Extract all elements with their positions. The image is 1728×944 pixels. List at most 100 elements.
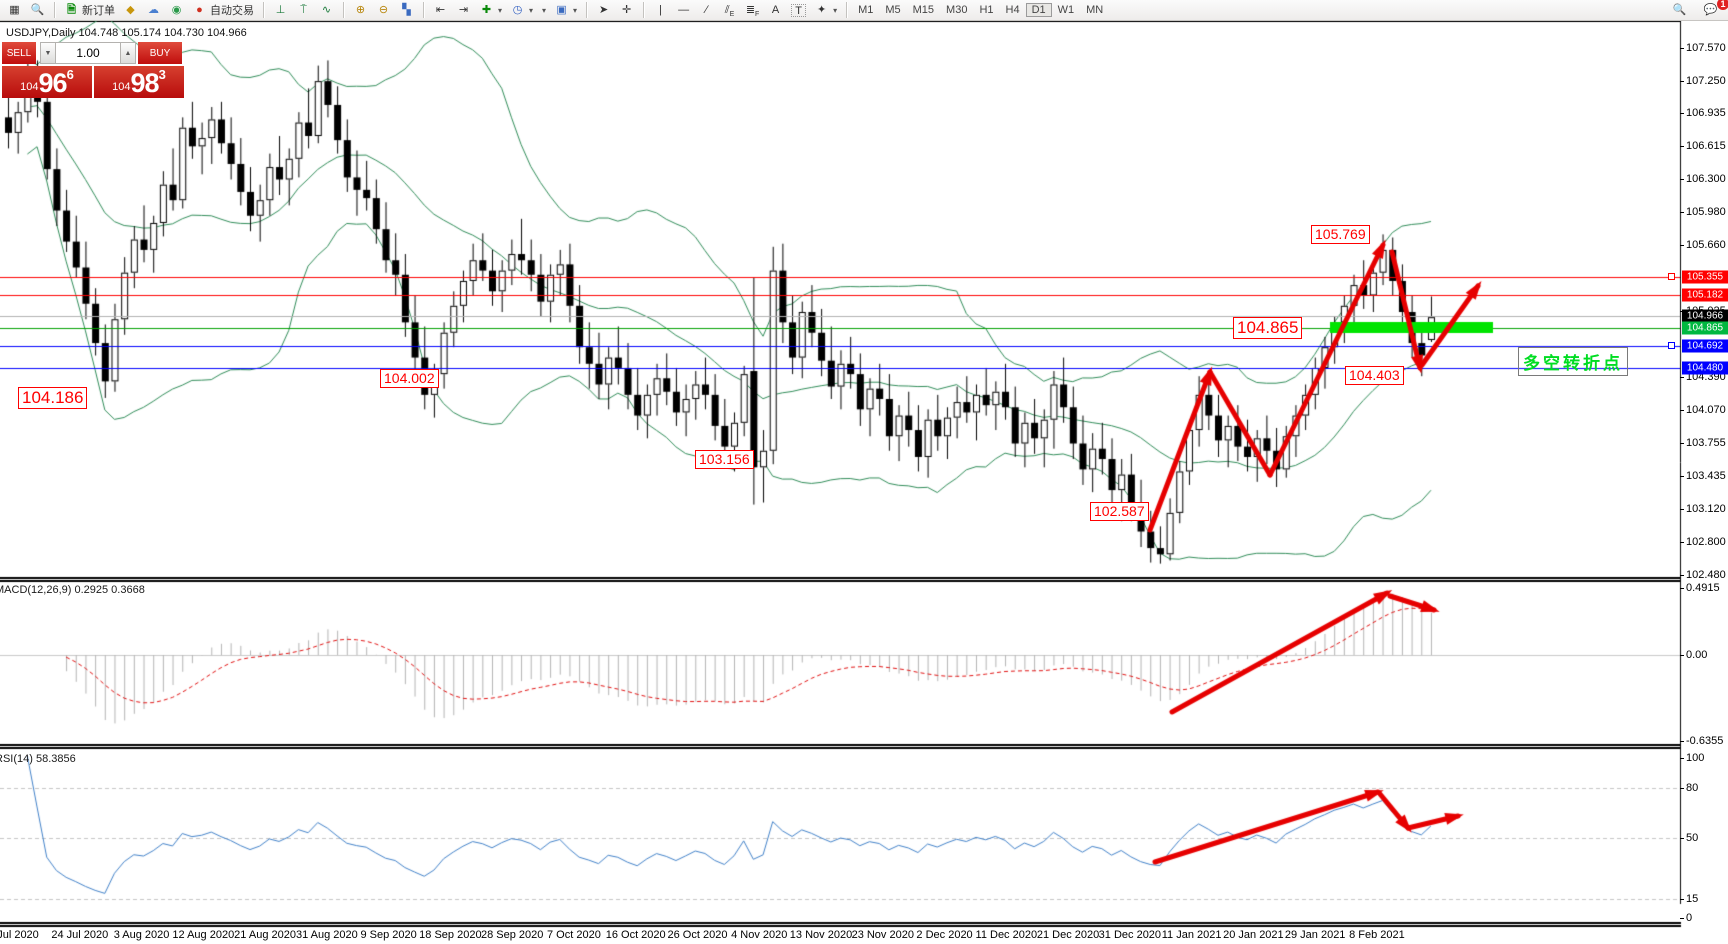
- date-label: 7 Oct 2020: [547, 929, 601, 941]
- axis-tick: [1680, 476, 1684, 477]
- price-tick-label: 102.800: [1686, 536, 1726, 548]
- axis-tick: [1680, 588, 1684, 589]
- volume-increase-button[interactable]: ▲: [120, 42, 136, 64]
- timeframe-M1[interactable]: M1: [858, 4, 874, 16]
- templates-icon[interactable]: ▾: [542, 5, 547, 15]
- price-tick-label: 106.935: [1686, 107, 1726, 119]
- price-badge-104.480: 104.480: [1682, 361, 1728, 375]
- axis-tick: [1680, 410, 1684, 411]
- text-icon[interactable]: A: [771, 3, 780, 16]
- timeframe-MN[interactable]: MN: [1086, 4, 1104, 16]
- price-tick-label: 107.250: [1686, 75, 1726, 87]
- date-label: 11 Dec 2020: [975, 929, 1038, 941]
- price-tick-label: 102.480: [1686, 569, 1726, 581]
- community-icon[interactable]: ☁: [148, 3, 159, 16]
- buy-price-display[interactable]: 104 98 3: [94, 66, 184, 98]
- auto-arrange-icon[interactable]: ⇤: [435, 3, 446, 16]
- sell-price-display[interactable]: 104 96 6: [2, 66, 92, 98]
- axis-tick: [1680, 245, 1684, 246]
- date-label: 24 Jul 2020: [51, 929, 109, 941]
- price-tick-label: 105.660: [1686, 239, 1726, 251]
- add-indicator-icon[interactable]: ✚ ▾: [481, 3, 503, 16]
- bars-icon[interactable]: ⊥: [275, 3, 286, 16]
- price-tick-label: 106.300: [1686, 173, 1726, 185]
- timeframe-M15[interactable]: M15: [912, 4, 935, 16]
- preview-icon[interactable]: 🔍: [30, 3, 45, 16]
- timeframe-H1[interactable]: H1: [979, 4, 994, 16]
- rsi-tick-label: 0: [1686, 912, 1693, 924]
- channel-icon[interactable]: ⫽E: [724, 3, 735, 18]
- dump-icon[interactable]: ◆: [126, 3, 135, 16]
- macd-tick-label: 0.00: [1686, 649, 1708, 661]
- label-icon[interactable]: T: [787, 3, 810, 18]
- autotrade-button[interactable]: ● 自动交易: [188, 1, 258, 19]
- price-note-103.156[interactable]: 103.156: [695, 450, 754, 469]
- trendline-icon[interactable]: ∕: [705, 3, 708, 16]
- macd-label: MACD(12,26,9) 0.2925 0.3668: [0, 584, 145, 596]
- shapes-icon[interactable]: ✦ ▾: [816, 3, 838, 16]
- tile-windows-icon[interactable]: ▚: [402, 3, 411, 16]
- axis-tick: [1680, 918, 1684, 919]
- axis-tick: [1680, 655, 1684, 656]
- timeframe-W1[interactable]: W1: [1057, 4, 1075, 16]
- price-note-102.587[interactable]: 102.587: [1090, 502, 1149, 521]
- rsi-tick-label: 50: [1686, 832, 1699, 844]
- price-note-105.769[interactable]: 105.769: [1311, 225, 1370, 244]
- volume-input[interactable]: 1.00: [56, 42, 120, 64]
- date-label: 21 Aug 2020: [234, 929, 296, 941]
- date-label: 31 Aug 2020: [295, 929, 358, 941]
- price-badge-104.865: 104.865: [1682, 321, 1728, 335]
- zoom-in-icon[interactable]: ⊕: [355, 3, 366, 16]
- price-note-104.865[interactable]: 104.865: [1233, 317, 1303, 339]
- date-label: 18 Sep 2020: [419, 929, 482, 941]
- volume-decrease-button[interactable]: ▼: [40, 42, 56, 64]
- vline-icon[interactable]: |: [659, 3, 662, 16]
- date-label: 28 Sep 2020: [480, 929, 544, 941]
- search-icon[interactable]: 🔍: [1672, 3, 1687, 16]
- timeframe-H4[interactable]: H4: [1005, 4, 1020, 16]
- chart-window-icon[interactable]: ▦: [9, 3, 20, 16]
- fibonacci-icon[interactable]: ≣F: [745, 3, 760, 18]
- date-label: 20 Jan 2021: [1223, 929, 1284, 941]
- chat-icon[interactable]: 💬 1: [1699, 0, 1728, 19]
- candles-icon[interactable]: ⍑: [300, 3, 307, 16]
- zoom-out-icon[interactable]: ⊖: [378, 3, 389, 16]
- axis-tick: [1680, 758, 1684, 759]
- chart-shift-icon[interactable]: ⇥: [458, 3, 469, 16]
- cursor-icon[interactable]: ➤: [598, 3, 609, 16]
- rsi-tick-label: 100: [1686, 752, 1705, 764]
- timeframe-M5[interactable]: M5: [885, 4, 901, 16]
- date-label: 11 Jan 2021: [1161, 929, 1222, 941]
- price-tick-label: 106.615: [1686, 140, 1726, 152]
- hline-handle[interactable]: [1668, 342, 1675, 349]
- linechart-icon[interactable]: ∿: [321, 3, 332, 16]
- date-label: 21 Dec 2020: [1036, 929, 1100, 941]
- price-chart-canvas[interactable]: [0, 21, 1728, 944]
- crosshair-icon[interactable]: ✛: [621, 3, 632, 16]
- turning-point-note[interactable]: 多空转折点: [1518, 347, 1628, 376]
- timeframe-M30[interactable]: M30: [946, 4, 968, 16]
- rsi-label: RSI(14) 58.3856: [0, 753, 76, 765]
- axis-tick: [1680, 443, 1684, 444]
- profiles-icon[interactable]: ▣ ▾: [556, 3, 578, 16]
- price-badge-104.966: 104.966: [1682, 309, 1728, 323]
- axis-tick: [1680, 542, 1684, 543]
- price-note-104.186[interactable]: 104.186: [18, 387, 88, 409]
- signal-icon[interactable]: ◉: [171, 3, 182, 16]
- hline-handle[interactable]: [1668, 273, 1675, 280]
- new-order-icon: 🗎: [67, 3, 76, 16]
- new-order-button[interactable]: 🗎 新订单: [60, 1, 119, 19]
- hline-icon[interactable]: —: [678, 3, 690, 16]
- timeframe-D1[interactable]: D1: [1025, 3, 1052, 17]
- rsi-tick-label: 80: [1686, 782, 1699, 794]
- sell-button[interactable]: SELL: [2, 42, 36, 64]
- periodicity-icon[interactable]: ◷ ▾: [512, 3, 534, 16]
- date-label: 31 Dec 2020: [1098, 929, 1162, 941]
- price-note-104.002[interactable]: 104.002: [380, 369, 439, 388]
- price-note-104.403[interactable]: 104.403: [1345, 366, 1404, 385]
- macd-tick-label: -0.6355: [1686, 735, 1724, 747]
- axis-tick: [1680, 146, 1684, 147]
- buy-button[interactable]: BUY: [138, 42, 182, 64]
- price-tick-label: 103.435: [1686, 470, 1726, 482]
